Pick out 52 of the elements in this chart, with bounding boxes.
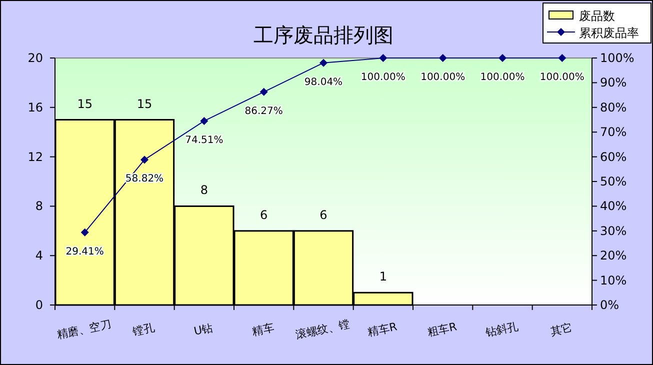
point bbox=[320, 58, 328, 67]
y-tick-label: 4 bbox=[35, 248, 43, 263]
y2-tick-label: 80% bbox=[600, 100, 627, 114]
y2-tick-label: 100% bbox=[600, 51, 634, 65]
data-label: 15 bbox=[77, 96, 92, 111]
data-label: 100.00% bbox=[420, 72, 466, 83]
point bbox=[379, 54, 388, 62]
y2-tick-label: 60% bbox=[600, 150, 627, 164]
point bbox=[438, 54, 447, 62]
x-tick-label: 粗车R bbox=[426, 320, 458, 340]
y-tick-label: 0 bbox=[35, 298, 43, 312]
point bbox=[140, 156, 148, 164]
y2-tick-label: 10% bbox=[600, 273, 627, 288]
data-label: 6 bbox=[260, 208, 268, 222]
x-tick-label: 其它 bbox=[549, 320, 574, 338]
data-label: 29.41% bbox=[66, 246, 104, 258]
y2-tick-label: 20% bbox=[600, 248, 627, 263]
data-label: 100.00% bbox=[540, 72, 584, 83]
data-label: 100.00% bbox=[480, 72, 525, 83]
chart-title: 工序废品排列图 bbox=[254, 23, 394, 47]
point bbox=[260, 88, 268, 96]
data-label: 1 bbox=[379, 270, 387, 284]
y2-tick-label: 0% bbox=[600, 298, 620, 312]
y-tick-label: 20 bbox=[28, 51, 43, 65]
y-tick-label: 16 bbox=[28, 100, 43, 114]
y-tick-label: 12 bbox=[28, 150, 43, 164]
x-tick-label: 钻斜孔 bbox=[483, 320, 520, 340]
x-tick-label: 镗孔 bbox=[130, 320, 156, 338]
x-tick-label: 精车 bbox=[250, 320, 276, 338]
point bbox=[558, 54, 566, 62]
x-tick-label: 精车R bbox=[366, 320, 399, 340]
y2-tick-label: 50% bbox=[600, 174, 627, 188]
data-label: 8 bbox=[200, 183, 208, 198]
y2-tick-label: 40% bbox=[600, 199, 627, 214]
data-label: 98.04% bbox=[304, 76, 343, 88]
data-label: 6 bbox=[320, 208, 328, 222]
x-tick-label: U钻 bbox=[192, 321, 214, 338]
data-label: 74.51% bbox=[185, 134, 224, 146]
legend-label: 累积废品率 bbox=[579, 26, 639, 40]
y2-tick-label: 30% bbox=[600, 224, 627, 238]
y-tick-label: 8 bbox=[35, 199, 43, 214]
point bbox=[498, 54, 506, 62]
data-label: 15 bbox=[136, 96, 152, 111]
x-tick-label: 精磨、空刀 bbox=[56, 318, 112, 342]
data-label: 100.00% bbox=[360, 72, 406, 83]
y2-tick-label: 90% bbox=[600, 76, 627, 90]
point bbox=[80, 228, 89, 236]
legend-label: 废品数 bbox=[579, 9, 615, 23]
data-label: 86.27% bbox=[244, 106, 283, 117]
y2-tick-label: 70% bbox=[600, 125, 627, 140]
point bbox=[200, 116, 208, 125]
x-tick-label: 滚螺纹、镗 bbox=[294, 318, 352, 342]
